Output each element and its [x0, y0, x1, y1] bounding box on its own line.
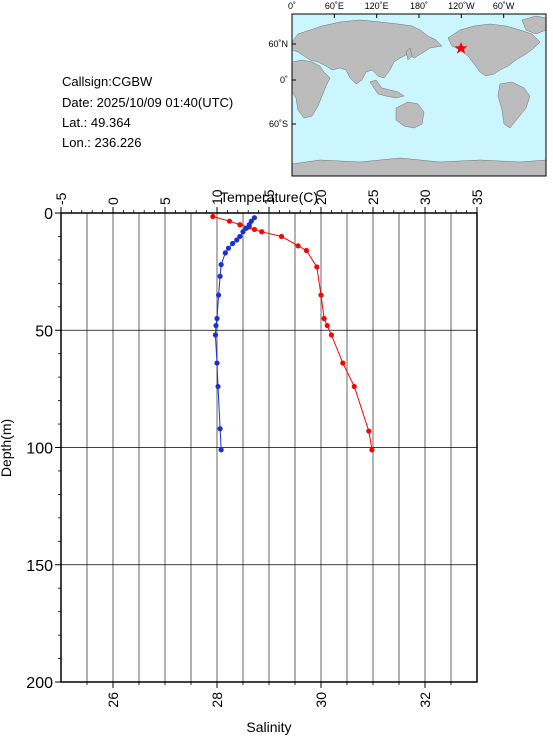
- temperature-tick-label: 25: [365, 189, 381, 205]
- map-longitude-label: 0˚: [288, 1, 296, 11]
- map-longitude-label: 120˚E: [365, 1, 389, 11]
- salinity-point: [215, 383, 221, 390]
- map-latitude-label: 60˚N: [268, 39, 288, 49]
- temperature-line: [212, 216, 373, 450]
- salinity-point: [225, 245, 232, 251]
- depth-tick-label: 200: [26, 675, 53, 692]
- temperature-point: [328, 332, 334, 338]
- salinity-tick-label: 30: [313, 692, 329, 708]
- temperature-point: [351, 383, 357, 390]
- temperature-point: [210, 213, 216, 220]
- temperature-tick-label: 30: [417, 189, 433, 205]
- salinity-point: [218, 261, 224, 268]
- salinity-point: [214, 360, 220, 366]
- star-icon: [454, 42, 468, 54]
- temperature-axis-title: Temperature(C): [220, 189, 318, 205]
- salinity-point: [218, 447, 224, 453]
- salinity-point: [246, 222, 252, 228]
- map-landmasses: [292, 15, 546, 176]
- temperature-point: [226, 218, 233, 224]
- land-north-america: [447, 23, 541, 77]
- map-longitude-ticks: 0˚ 60˚E 120˚E 180˚ 120˚W 60˚W: [288, 1, 515, 18]
- station-info: Callsign:CGBW Date: 2025/10/09 01:40(UTC…: [62, 74, 233, 150]
- depth-tick-label: 150: [26, 558, 53, 575]
- world-map: 0˚ 60˚E 120˚E 180˚ 120˚W 60˚W 60˚N 0˚ 60˚S: [268, 1, 547, 177]
- map-latitude-label: 0˚: [280, 75, 288, 85]
- temperature-tick-label: 15: [261, 189, 277, 205]
- latitude-text: Lat.: 49.364: [62, 115, 131, 130]
- land-se-asia: [369, 79, 405, 99]
- salinity-point: [214, 315, 220, 322]
- land-africa: [292, 59, 331, 119]
- map-longitude-label: 180˚: [410, 1, 428, 11]
- salinity-point: [222, 250, 228, 256]
- land-australia: [395, 101, 425, 129]
- salinity-point: [217, 426, 223, 432]
- salinity-tick-label: 32: [417, 692, 433, 708]
- salinity-point: [212, 332, 219, 338]
- temperature-point: [278, 233, 285, 240]
- map-longitude-label: 60˚E: [325, 1, 344, 11]
- temperature-point: [321, 315, 327, 322]
- land-south-america: [497, 81, 531, 129]
- temperature-tick-label: 5: [157, 197, 173, 205]
- date-text: Date: 2025/10/09 01:40(UTC): [62, 95, 233, 110]
- temperature-tick-label: 0: [105, 197, 121, 205]
- salinity-axis-title: Salinity: [246, 719, 291, 735]
- temperature-point: [318, 292, 324, 298]
- longitude-text: Lon.: 236.226: [62, 135, 142, 150]
- temperature-point: [324, 322, 330, 329]
- salinity-tick-label: 28: [209, 692, 225, 708]
- temperature-tick-label: 35: [469, 189, 485, 205]
- depth-tick-label: 100: [26, 441, 53, 458]
- salinity-tick-label: 26: [105, 692, 121, 708]
- temperature-point: [340, 360, 346, 366]
- callsign-text: Callsign:CGBW: [62, 74, 153, 89]
- salinity-point: [213, 322, 219, 329]
- chart-grid: [61, 213, 477, 682]
- temperature-point: [366, 428, 372, 434]
- temperature-point: [259, 229, 265, 235]
- map-longitude-label: 60˚W: [493, 1, 515, 11]
- temperature-point: [251, 226, 258, 233]
- salinity-point: [240, 229, 246, 235]
- land-eurasia: [292, 19, 443, 85]
- temperature-tick-label: 20: [313, 189, 329, 205]
- salinity-point: [251, 215, 258, 221]
- temperature-tick-label: -5: [53, 192, 69, 205]
- salinity-point: [215, 292, 222, 298]
- salinity-line: [214, 217, 255, 450]
- salinity-point: [230, 240, 236, 247]
- land-antarctica: [292, 157, 546, 176]
- salinity-point: [234, 237, 240, 243]
- map-longitude-label: 120˚W: [448, 1, 475, 11]
- temperature-point: [237, 222, 243, 228]
- salinity-point: [243, 225, 249, 231]
- salinity-point: [237, 233, 243, 240]
- depth-tick-label: 50: [35, 323, 53, 340]
- map-latitude-ticks: 60˚N 0˚ 60˚S: [268, 39, 296, 129]
- temperature-tick-label: 10: [209, 189, 225, 205]
- temperature-point: [314, 264, 320, 270]
- land-japan: [405, 47, 413, 61]
- map-latitude-label: 60˚S: [269, 119, 288, 129]
- temperature-point: [295, 243, 301, 249]
- depth-axis-title: Depth(m): [0, 419, 14, 477]
- temperature-point: [369, 447, 375, 453]
- salinity-point: [217, 273, 223, 279]
- land-greenland: [521, 15, 546, 35]
- chart-series: [210, 213, 375, 453]
- depth-tick-label: 0: [44, 206, 53, 223]
- temperature-point: [303, 247, 310, 254]
